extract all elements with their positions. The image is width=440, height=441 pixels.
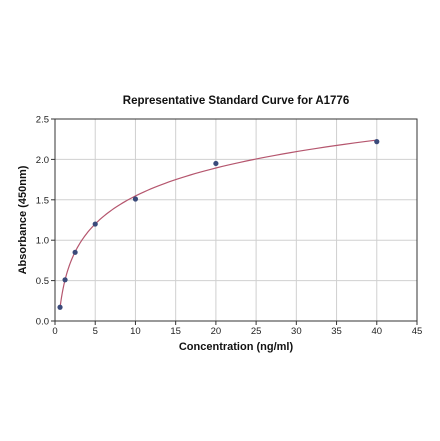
x-tick-label: 30 (291, 326, 302, 337)
data-point (92, 221, 98, 227)
chart-title: Representative Standard Curve for A1776 (123, 95, 349, 107)
axes (54, 118, 418, 322)
y-tick-label: 2.0 (36, 155, 49, 166)
y-tick-label: 2.5 (36, 115, 49, 126)
x-tick-label: 35 (331, 326, 342, 337)
x-tick-label: 45 (412, 326, 423, 337)
y-axis-ticks: 0.0 0.5 1.0 1.5 2.0 2.5 (36, 115, 55, 328)
plot-frame (54, 118, 418, 322)
x-tick-label: 10 (130, 326, 141, 337)
fit-curve-layer (59, 139, 377, 308)
y-axis-label: Absorbance (450nm) (17, 165, 29, 274)
x-tick-label: 40 (371, 326, 382, 337)
x-tick-label: 15 (170, 326, 181, 337)
x-tick-label: 20 (211, 326, 222, 337)
data-point (213, 160, 219, 167)
x-tick-label: 25 (251, 326, 262, 337)
data-point (72, 249, 78, 255)
x-axis-ticks: 0 5 10 15 20 25 30 35 40 45 (52, 321, 422, 337)
data-point (132, 196, 139, 202)
y-tick-label: 1.5 (36, 195, 49, 206)
fit-curve (59, 139, 377, 308)
data-point (57, 304, 63, 310)
y-tick-label: 0.0 (36, 317, 49, 328)
grid-lines (55, 119, 417, 321)
y-tick-label: 1.0 (36, 236, 49, 247)
x-tick-label: 5 (93, 326, 98, 337)
x-axis-label: Concentration (ng/ml) (179, 341, 294, 353)
x-tick-label: 0 (52, 326, 57, 337)
data-points (57, 139, 380, 310)
y-tick-label: 0.5 (36, 276, 49, 287)
data-point (62, 277, 68, 283)
data-point (374, 139, 380, 145)
